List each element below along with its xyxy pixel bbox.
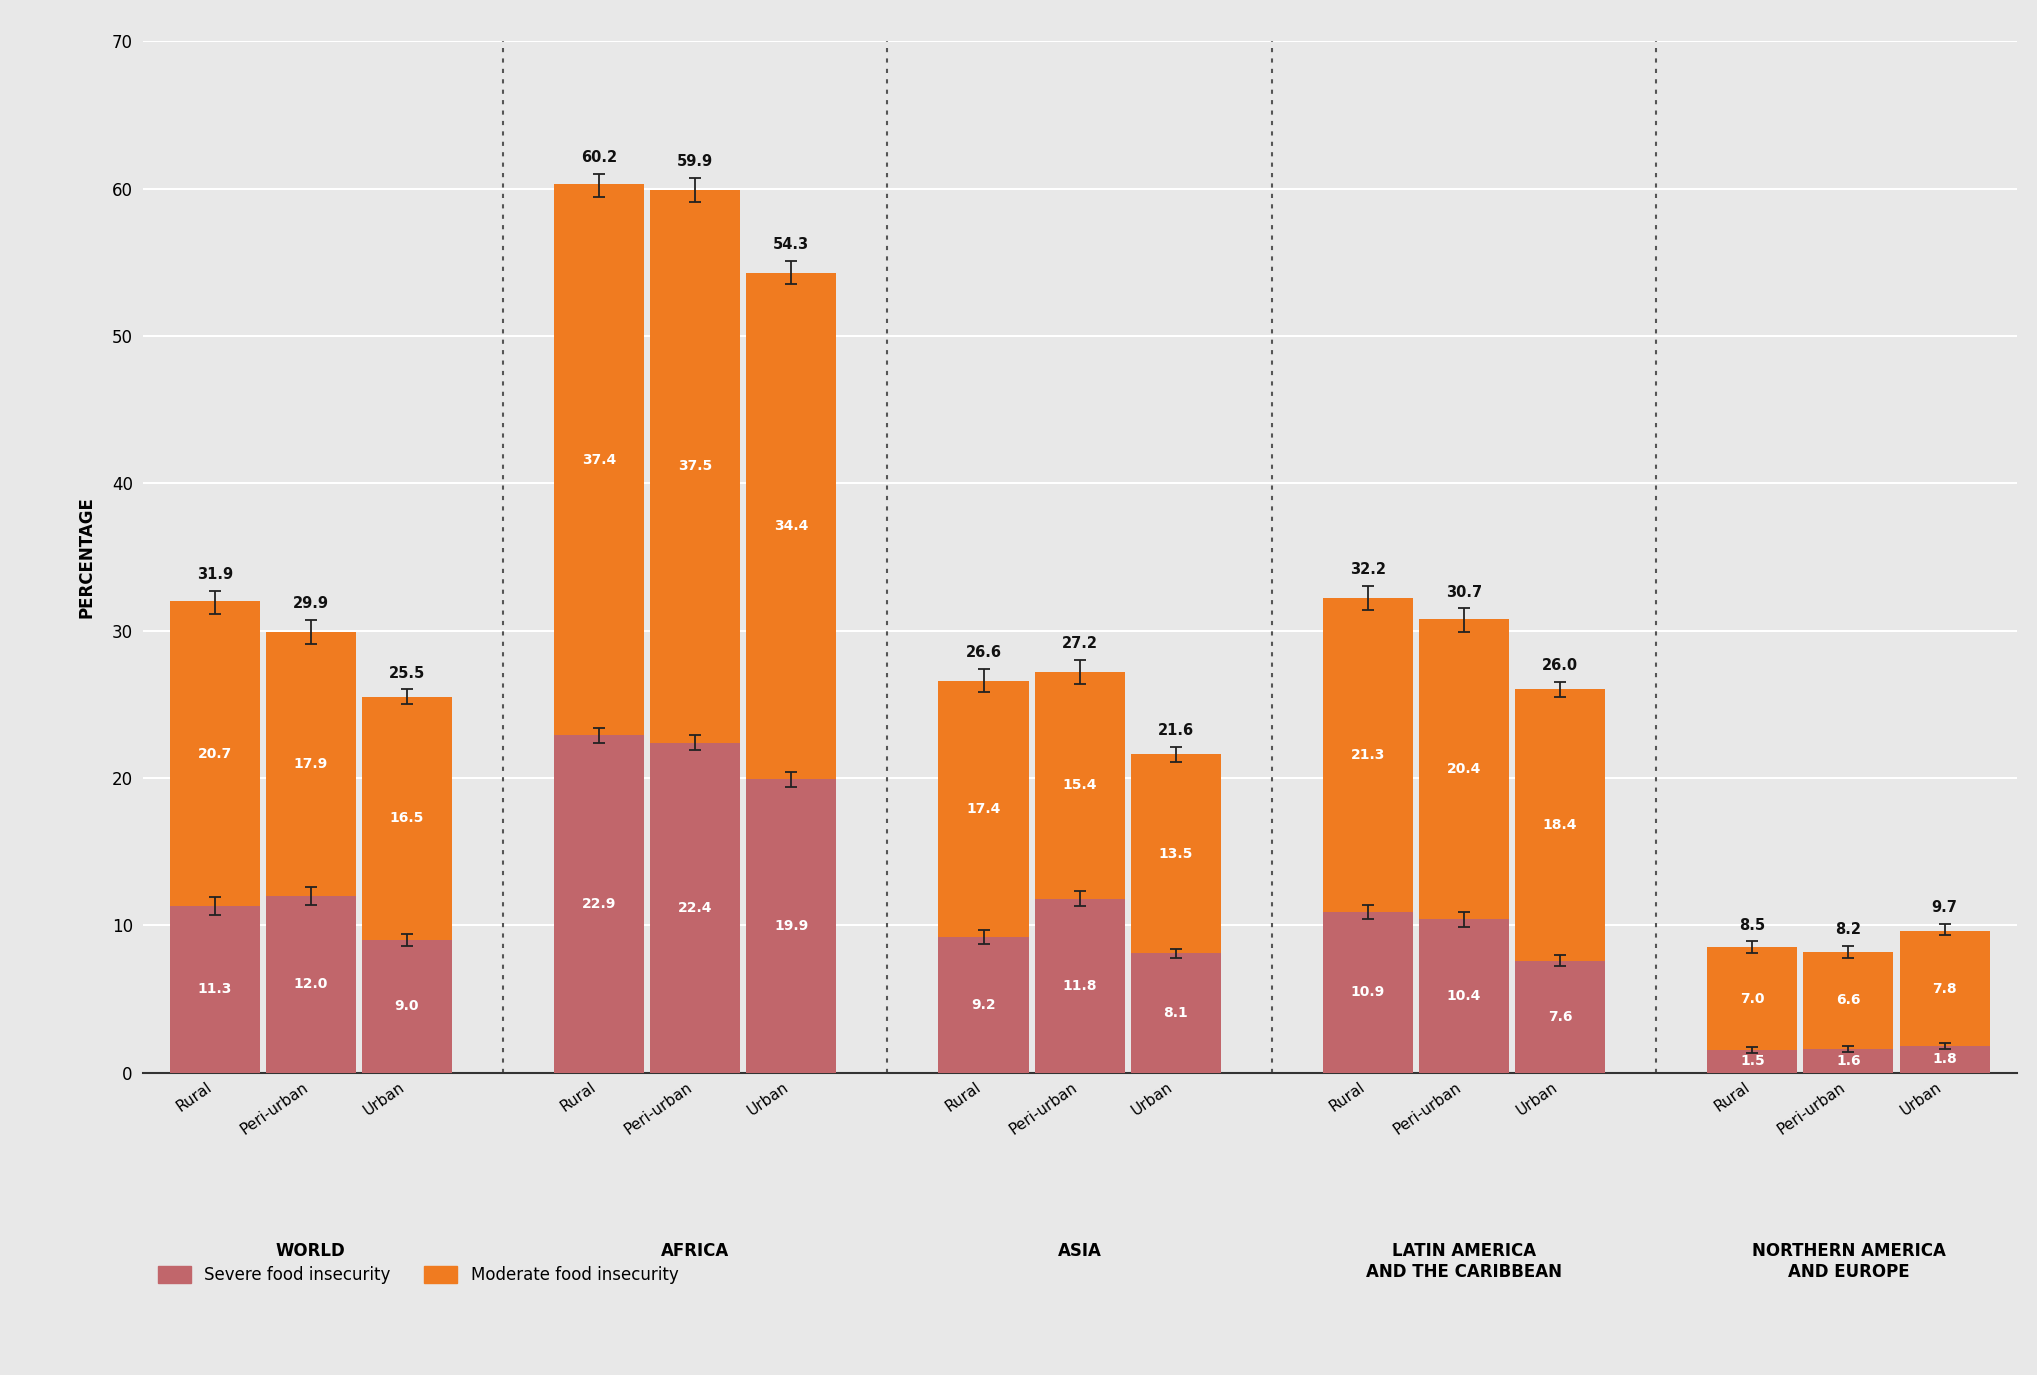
- Bar: [650, 190, 739, 742]
- Text: 32.2: 32.2: [1351, 562, 1385, 578]
- Bar: [1803, 1049, 1894, 1072]
- Text: 12.0: 12.0: [293, 978, 328, 991]
- Y-axis label: PERCENTAGE: PERCENTAGE: [77, 496, 96, 617]
- Text: 15.4: 15.4: [1063, 778, 1096, 792]
- Text: 26.0: 26.0: [1542, 659, 1579, 674]
- Text: LATIN AMERICA
AND THE CARIBBEAN: LATIN AMERICA AND THE CARIBBEAN: [1367, 1242, 1562, 1280]
- Bar: [1131, 953, 1220, 1072]
- Bar: [746, 272, 837, 780]
- Text: AFRICA: AFRICA: [662, 1242, 729, 1260]
- Bar: [1131, 755, 1220, 953]
- Text: 26.6: 26.6: [966, 645, 1002, 660]
- Text: WORLD: WORLD: [275, 1242, 346, 1260]
- Text: NORTHERN AMERICA
AND EUROPE: NORTHERN AMERICA AND EUROPE: [1752, 1242, 1945, 1280]
- Text: 10.4: 10.4: [1446, 989, 1481, 1002]
- Text: 29.9: 29.9: [293, 597, 328, 612]
- Bar: [169, 601, 261, 906]
- Bar: [1516, 961, 1605, 1072]
- Text: 1.5: 1.5: [1740, 1055, 1764, 1068]
- Text: ASIA: ASIA: [1057, 1242, 1102, 1260]
- Bar: [939, 936, 1029, 1072]
- Text: 7.0: 7.0: [1740, 991, 1764, 1006]
- Text: 21.6: 21.6: [1157, 723, 1194, 738]
- Text: 37.5: 37.5: [678, 459, 713, 473]
- Text: 6.6: 6.6: [1835, 993, 1860, 1008]
- Legend: Severe food insecurity, Moderate food insecurity: Severe food insecurity, Moderate food in…: [151, 1260, 684, 1291]
- Bar: [1035, 899, 1124, 1072]
- Bar: [1901, 1046, 1990, 1072]
- Text: 22.4: 22.4: [678, 901, 713, 914]
- Bar: [1420, 920, 1509, 1072]
- Text: 20.4: 20.4: [1446, 762, 1481, 776]
- Text: 9.7: 9.7: [1931, 899, 1958, 914]
- Bar: [1035, 672, 1124, 899]
- Text: 54.3: 54.3: [774, 236, 809, 252]
- Text: 22.9: 22.9: [583, 896, 617, 910]
- Text: 13.5: 13.5: [1159, 847, 1194, 861]
- Text: 17.9: 17.9: [293, 756, 328, 771]
- Bar: [265, 895, 356, 1072]
- Text: 18.4: 18.4: [1542, 818, 1577, 832]
- Text: 21.3: 21.3: [1351, 748, 1385, 762]
- Bar: [746, 780, 837, 1072]
- Text: 31.9: 31.9: [198, 566, 232, 582]
- Text: 20.7: 20.7: [198, 747, 232, 760]
- Bar: [1901, 931, 1990, 1046]
- Text: 16.5: 16.5: [389, 811, 424, 825]
- Text: 11.8: 11.8: [1063, 979, 1096, 993]
- Text: 37.4: 37.4: [583, 452, 617, 466]
- Text: 27.2: 27.2: [1061, 637, 1098, 652]
- Text: 60.2: 60.2: [581, 150, 617, 165]
- Text: 19.9: 19.9: [774, 918, 809, 932]
- Bar: [1707, 947, 1797, 1050]
- Bar: [554, 184, 644, 736]
- Bar: [363, 697, 452, 940]
- Text: 1.6: 1.6: [1835, 1053, 1860, 1068]
- Bar: [1803, 951, 1894, 1049]
- Bar: [1420, 619, 1509, 920]
- Bar: [1516, 689, 1605, 961]
- Text: 30.7: 30.7: [1446, 584, 1483, 600]
- Text: 10.9: 10.9: [1351, 986, 1385, 1000]
- Bar: [169, 906, 261, 1072]
- Text: 9.2: 9.2: [972, 998, 996, 1012]
- Text: 25.5: 25.5: [389, 666, 426, 681]
- Text: 8.5: 8.5: [1740, 917, 1766, 932]
- Text: 9.0: 9.0: [395, 1000, 420, 1013]
- Bar: [363, 941, 452, 1072]
- Text: 7.6: 7.6: [1548, 1009, 1573, 1023]
- Text: 17.4: 17.4: [966, 802, 1000, 815]
- Text: 8.1: 8.1: [1163, 1006, 1188, 1020]
- Text: 7.8: 7.8: [1933, 982, 1958, 996]
- Text: 1.8: 1.8: [1933, 1052, 1958, 1066]
- Text: 59.9: 59.9: [676, 154, 713, 169]
- Bar: [650, 742, 739, 1072]
- Bar: [939, 681, 1029, 936]
- Bar: [1707, 1050, 1797, 1072]
- Bar: [554, 736, 644, 1072]
- Text: 11.3: 11.3: [198, 982, 232, 997]
- Bar: [1322, 598, 1414, 912]
- Text: 34.4: 34.4: [774, 518, 809, 534]
- Text: 8.2: 8.2: [1835, 923, 1862, 936]
- Bar: [1322, 912, 1414, 1072]
- Bar: [265, 632, 356, 895]
